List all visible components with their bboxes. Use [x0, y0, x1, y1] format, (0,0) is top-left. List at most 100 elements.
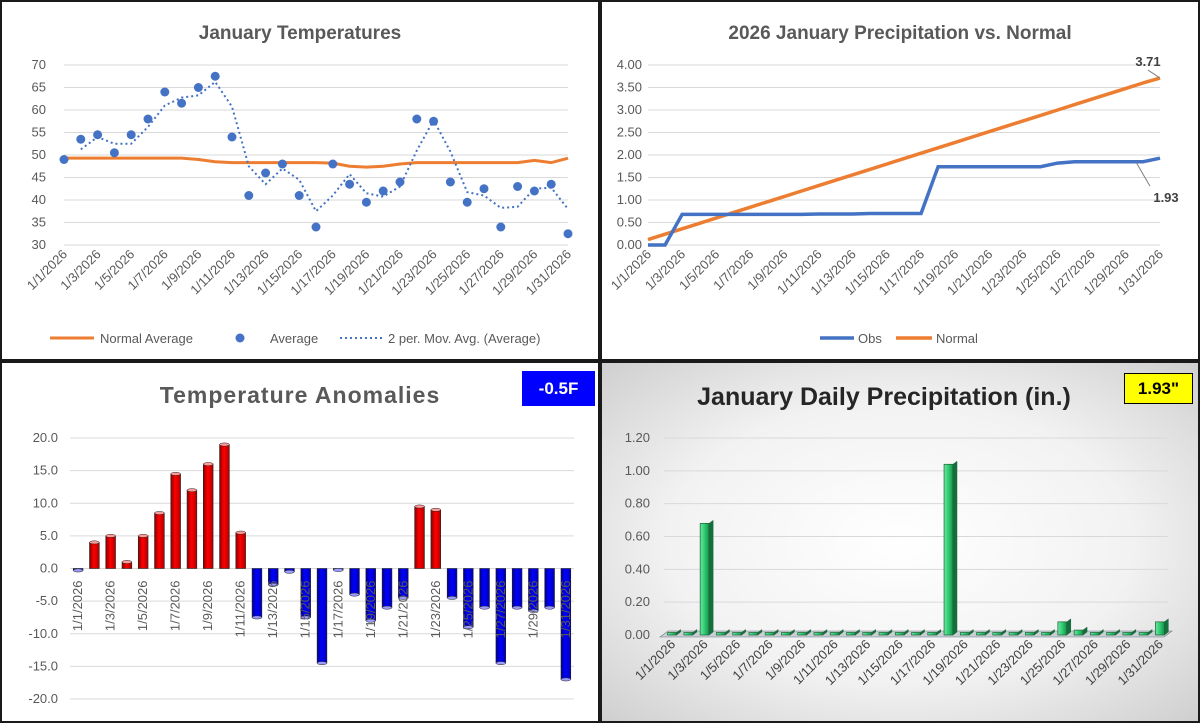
anomaly-bar — [544, 568, 555, 608]
anomaly-bar-cap — [365, 618, 376, 623]
anomaly-bar-cap — [316, 661, 328, 665]
precip-bar — [1106, 632, 1116, 636]
precip-bar — [846, 632, 856, 636]
precip-bar — [878, 632, 889, 636]
precip-bar-side — [757, 629, 763, 636]
y-tick-label: 45 — [32, 170, 46, 185]
annotation-leader — [1135, 161, 1151, 187]
precip-bar — [911, 632, 921, 636]
average-marker — [395, 177, 405, 187]
precip-bar — [829, 632, 840, 636]
normal-line — [647, 76, 1161, 242]
precip-bar-side — [692, 629, 698, 636]
precip-bar — [1090, 632, 1100, 636]
average-marker — [177, 98, 187, 108]
precip-bar — [667, 632, 677, 636]
precip-bar-side — [1066, 618, 1072, 636]
anomaly-bar — [186, 489, 198, 569]
chart-title: 2026 January Precipitation vs. Normal — [728, 23, 1071, 44]
y-tick-label: 35 — [32, 215, 46, 230]
average-marker — [59, 155, 69, 164]
precip-bar-side — [936, 629, 941, 636]
y-tick-label: 1.20 — [625, 430, 650, 445]
precip-bar — [781, 632, 791, 636]
precip-bar-side — [1099, 629, 1104, 636]
temperature-chart-panel: January Temperatures 30 35 40 45 50 55 60 65 70 1/… — [0, 0, 600, 361]
anomaly-bar-cap — [528, 609, 539, 613]
legend-obs-label: Obs — [858, 331, 882, 346]
average-marker — [462, 197, 472, 207]
x-tick-label: 1/9/2026 — [200, 581, 215, 632]
legend-moving-average-label: 2 per. Mov. Avg. (Average) — [388, 331, 540, 346]
anomaly-bar-cap — [89, 540, 100, 545]
precip-bar — [732, 632, 742, 636]
precip-bar-side — [871, 629, 876, 636]
anomaly-bar-cap — [203, 462, 214, 466]
y-tick-label: 3.50 — [617, 80, 642, 95]
average-marker — [378, 186, 388, 196]
precip-bar — [976, 632, 986, 636]
precip-bar-side — [952, 460, 958, 636]
anomaly-bar-cap — [284, 569, 295, 574]
precip-bar-side — [1147, 629, 1153, 636]
precip-bar — [683, 632, 694, 636]
average-marker — [76, 134, 86, 144]
annotation-leader — [1147, 69, 1161, 79]
y-tick-label: 50 — [32, 147, 46, 162]
temperature-anomaly-chart-panel: Temperature Anomalies -20.0 -15.0 -10.0 -5.0… — [0, 361, 600, 723]
y-tick-label: 30 — [32, 237, 46, 252]
average-marker — [109, 148, 119, 158]
anomaly-bar-cap — [349, 592, 360, 597]
anomaly-bar-cap — [73, 568, 84, 573]
anomaly-bar — [154, 512, 165, 569]
precip-bar-side — [725, 629, 730, 636]
y-tick-label: 65 — [32, 80, 46, 95]
y-tick-label: 10.0 — [33, 495, 58, 510]
y-tick-label: 0.60 — [625, 529, 650, 544]
average-marker — [345, 179, 355, 189]
anomaly-bar-cap — [430, 507, 441, 512]
anomaly-bar-cap — [251, 615, 263, 620]
anomaly-bar-cap — [300, 615, 311, 620]
anomaly-bar-cap — [186, 488, 198, 493]
precip-bar — [1122, 632, 1133, 636]
precip-bar — [927, 632, 938, 636]
average-marker — [160, 87, 170, 97]
anomaly-bar — [511, 568, 523, 608]
average-marker — [496, 222, 506, 232]
precip-bar — [1155, 621, 1165, 636]
precip-bar-side — [1164, 618, 1169, 636]
precip-bar — [1024, 632, 1035, 636]
average-marker — [126, 130, 136, 140]
anomaly-bar — [137, 535, 149, 569]
x-tick-label: 1/21/2026 — [395, 581, 410, 639]
average-marker — [311, 222, 321, 232]
anomaly-bar — [235, 532, 246, 569]
anomaly-bar-cap — [170, 472, 181, 476]
x-tick-label: 1/17/2026 — [330, 581, 345, 639]
x-tick-label: 1/23/2026 — [428, 581, 443, 639]
y-tick-label: 5.0 — [40, 528, 58, 543]
y-tick-label: 60 — [32, 102, 46, 117]
precip-bar-side — [838, 629, 844, 636]
anomaly-bar-cap — [446, 596, 458, 600]
precip-bar — [764, 632, 775, 636]
x-tick-label: 1/31/2026 — [558, 581, 573, 639]
precip-bar-side — [887, 629, 893, 636]
anomaly-bar-cap — [511, 605, 523, 610]
y-tick-label: 40 — [32, 192, 46, 207]
average-marker — [361, 197, 371, 207]
precip-bar — [894, 632, 905, 636]
precip-bar — [1073, 629, 1084, 636]
legend-normal-label: Normal Average — [100, 331, 193, 346]
precip-bar-side — [806, 629, 811, 636]
anomaly-bar-cap — [560, 677, 571, 682]
normal-end-label: 3.71 — [1135, 54, 1160, 69]
precip-bar — [1041, 632, 1051, 636]
anomaly-bar — [349, 568, 360, 595]
precip-bar — [1008, 632, 1019, 636]
precip-bar — [862, 632, 873, 636]
average-marker — [277, 159, 287, 169]
y-tick-label: 2.50 — [617, 125, 642, 140]
y-tick-label: -10.0 — [28, 626, 58, 641]
